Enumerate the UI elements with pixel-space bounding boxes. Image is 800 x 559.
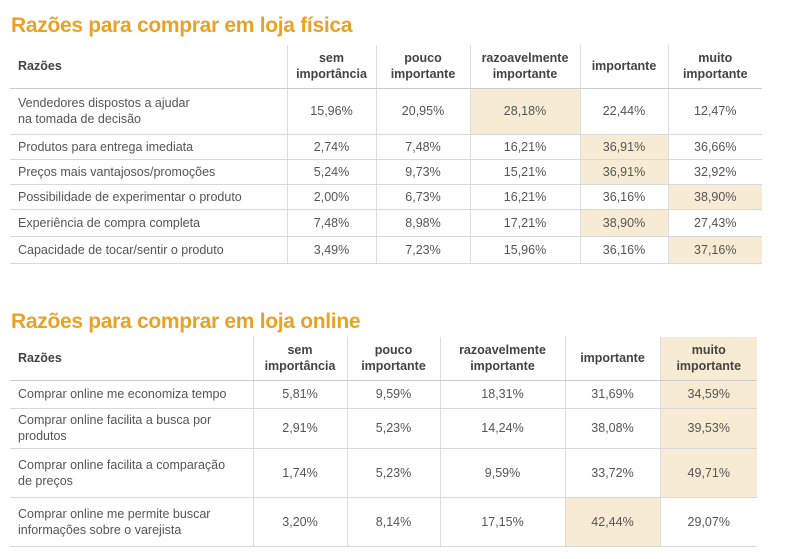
reason-label: Preços mais vantajosos/promoções — [10, 159, 287, 185]
value-razoavelmente-importante: 18,31% — [439, 380, 565, 409]
value-sem-importancia: 3,49% — [286, 236, 376, 264]
header-razoavelmente-importante: razoavelmente importante — [439, 337, 565, 381]
value-pouco-importante: 6,73% — [375, 184, 470, 210]
header-razoes: Razões — [10, 45, 287, 89]
table-row: Preços mais vantajosos/promoções 5,24% 9,7… — [10, 159, 762, 185]
value-importante: 36,91% — [579, 134, 668, 160]
physical-store-table: Razões sem importância pouco importante raz… — [10, 45, 762, 264]
value-muito-importante: 12,47% — [667, 88, 762, 135]
value-muito-importante: 34,59% — [659, 380, 757, 409]
value-razoavelmente-importante: 9,59% — [439, 448, 565, 498]
value-muito-importante: 37,16% — [667, 236, 762, 264]
table-row: Comprar online facilita a comparação de … — [10, 448, 757, 498]
reason-label: Comprar online me economiza tempo — [10, 380, 253, 409]
value-razoavelmente-importante: 16,21% — [469, 134, 580, 160]
value-importante: 31,69% — [564, 380, 660, 409]
table-row: Produtos para entrega imediata 2,74% 7,48%… — [10, 134, 762, 160]
header-muito-importante: muito importante — [667, 45, 762, 89]
reason-label: Experiência de compra completa — [10, 209, 287, 237]
reason-label: Produtos para entrega imediata — [10, 134, 287, 160]
value-importante: 42,44% — [564, 497, 660, 547]
value-sem-importancia: 1,74% — [252, 448, 347, 498]
header-razoavelmente-importante: razoavelmente importante — [469, 45, 580, 89]
value-muito-importante: 32,92% — [667, 159, 762, 185]
table-row: Comprar online me economiza tempo 5,81% 9,… — [10, 380, 757, 409]
value-razoavelmente-importante: 14,24% — [439, 408, 565, 449]
value-muito-importante: 29,07% — [659, 497, 757, 547]
value-importante: 38,90% — [579, 209, 668, 237]
header-razoes: Razões — [10, 337, 253, 381]
value-sem-importancia: 7,48% — [286, 209, 376, 237]
value-muito-importante: 27,43% — [667, 209, 762, 237]
reason-label: Vendedores dispostos a ajudar na tomada … — [10, 88, 287, 135]
value-importante: 36,16% — [579, 236, 668, 264]
reason-label: Comprar online facilita a comparação de … — [10, 448, 253, 498]
value-razoavelmente-importante: 17,21% — [469, 209, 580, 237]
table-row: Capacidade de tocar/sentir o produto 3,49… — [10, 236, 762, 264]
value-razoavelmente-importante: 16,21% — [469, 184, 580, 210]
header-importante: importante — [579, 45, 668, 89]
table-row: Comprar online me permite buscar informa… — [10, 497, 757, 547]
header-row: Razões sem importância pouco importante raz… — [10, 337, 757, 381]
value-sem-importancia: 2,74% — [286, 134, 376, 160]
value-pouco-importante: 9,59% — [346, 380, 440, 409]
value-razoavelmente-importante: 28,18% — [469, 88, 580, 135]
table-row: Comprar online facilita a busca por prod… — [10, 408, 757, 449]
value-sem-importancia: 15,96% — [286, 88, 376, 135]
value-razoavelmente-importante: 15,21% — [469, 159, 580, 185]
value-sem-importancia: 2,00% — [286, 184, 376, 210]
value-pouco-importante: 9,73% — [375, 159, 470, 185]
header-muito-importante: muito importante — [659, 337, 757, 381]
reason-label: Comprar online facilita a busca por prod… — [10, 408, 253, 449]
value-muito-importante: 39,53% — [659, 408, 757, 449]
value-importante: 33,72% — [564, 448, 660, 498]
reason-label: Capacidade de tocar/sentir o produto — [10, 236, 287, 264]
header-importante: importante — [564, 337, 660, 381]
value-sem-importancia: 2,91% — [252, 408, 347, 449]
value-pouco-importante: 20,95% — [375, 88, 470, 135]
value-pouco-importante: 5,23% — [346, 448, 440, 498]
header-pouco-importante: pouco importante — [375, 45, 470, 89]
online-store-title: Razões para comprar em loja online — [11, 310, 361, 333]
value-sem-importancia: 5,81% — [252, 380, 347, 409]
table-row: Possibilidade de experimentar o produto 2… — [10, 184, 762, 210]
value-muito-importante: 36,66% — [667, 134, 762, 160]
header-sem-importancia: sem importância — [286, 45, 376, 89]
value-importante: 22,44% — [579, 88, 668, 135]
value-importante: 38,08% — [564, 408, 660, 449]
physical-store-title: Razões para comprar em loja física — [11, 14, 353, 37]
value-sem-importancia: 3,20% — [252, 497, 347, 547]
value-muito-importante: 49,71% — [659, 448, 757, 498]
value-importante: 36,91% — [579, 159, 668, 185]
reason-label: Comprar online me permite buscar informa… — [10, 497, 253, 547]
value-pouco-importante: 8,14% — [346, 497, 440, 547]
value-muito-importante: 38,90% — [667, 184, 762, 210]
value-razoavelmente-importante: 17,15% — [439, 497, 565, 547]
header-row: Razões sem importância pouco importante raz… — [10, 45, 762, 89]
header-sem-importancia: sem importância — [252, 337, 347, 381]
value-pouco-importante: 7,23% — [375, 236, 470, 264]
table-row: Vendedores dispostos a ajudar na tomada … — [10, 88, 762, 135]
value-pouco-importante: 5,23% — [346, 408, 440, 449]
online-store-table: Razões sem importância pouco importante raz… — [10, 337, 757, 547]
header-pouco-importante: pouco importante — [346, 337, 440, 381]
value-pouco-importante: 7,48% — [375, 134, 470, 160]
value-sem-importancia: 5,24% — [286, 159, 376, 185]
table-row: Experiência de compra completa 7,48% 8,98%… — [10, 209, 762, 237]
reason-label: Possibilidade de experimentar o produto — [10, 184, 287, 210]
value-importante: 36,16% — [579, 184, 668, 210]
value-razoavelmente-importante: 15,96% — [469, 236, 580, 264]
value-pouco-importante: 8,98% — [375, 209, 470, 237]
